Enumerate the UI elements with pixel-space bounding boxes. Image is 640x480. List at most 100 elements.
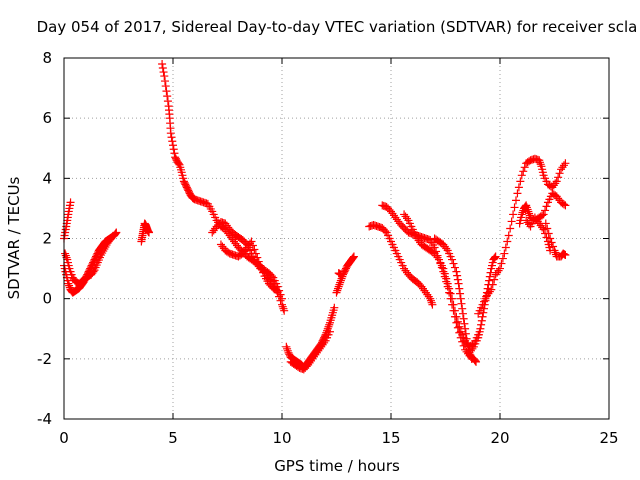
data-point [555,169,564,178]
series-arc-g [216,237,282,296]
data-point [551,248,560,257]
series-arc-f [208,217,286,303]
data-point [501,243,510,252]
data-point [334,269,343,278]
data-point [485,287,494,296]
data-point [304,360,313,369]
data-point [539,225,548,234]
data-point [554,173,563,182]
data-point [387,207,395,216]
data-point [247,237,256,246]
data-point [349,253,358,262]
data-point [325,320,334,329]
data-point [536,221,545,230]
data-point [538,211,547,220]
data-point [530,213,539,222]
data-point [106,234,115,243]
data-point [439,264,448,273]
data-point [101,243,110,252]
data-point [478,312,487,321]
data-point [541,229,550,238]
data-point [510,203,519,212]
data-point [472,357,481,366]
data-point [520,163,529,172]
data-point [401,266,410,275]
data-point [535,219,544,228]
data-point [400,264,409,273]
data-point [324,322,333,331]
data-point [333,286,342,295]
grid-lines [64,58,609,419]
data-point [522,203,531,212]
data-point [446,289,455,298]
y-tick-label: 4 [42,169,52,187]
data-point [523,218,532,227]
data-point [536,160,545,169]
series-arc-a [60,198,75,243]
data-point [487,285,496,294]
data-point [554,194,563,203]
data-point [542,233,551,242]
data-point [504,231,513,240]
data-point [494,266,503,275]
series-arc-o [515,189,570,228]
data-point [253,253,262,262]
data-point [524,207,533,216]
data-point [216,240,225,249]
data-point [317,342,326,351]
data-point [158,64,167,73]
data-point [267,272,276,281]
data-point [549,242,558,251]
data-point [427,298,436,307]
data-point [240,247,249,256]
data-point [241,245,250,254]
data-point [507,217,516,226]
data-point [307,356,316,365]
data-point [170,149,179,158]
data-point [381,226,390,235]
data-point [311,350,320,359]
data-point [161,77,170,86]
data-point [221,219,230,228]
data-point [320,338,329,347]
data-point [450,306,459,315]
data-points [60,60,570,374]
data-point [238,249,247,258]
data-point [418,284,427,293]
data-point [538,223,547,232]
x-tick-label: 0 [59,429,69,447]
data-point [248,241,257,250]
data-point [308,354,317,363]
data-point [162,87,171,96]
y-tick-label: -2 [37,350,52,368]
data-point [516,177,525,186]
data-point [485,276,494,285]
data-point [243,243,252,252]
data-point [389,211,398,220]
data-point [535,156,544,165]
data-point [228,235,237,244]
data-point [522,201,531,210]
data-point [557,165,566,174]
data-point [541,206,550,215]
data-point [517,171,526,180]
data-point [66,198,75,207]
data-point [400,210,409,219]
data-point [549,181,558,190]
data-point [458,309,467,318]
data-point [525,209,534,218]
data-point [477,320,486,329]
data-point [522,216,531,225]
data-point [457,299,466,308]
data-point [280,306,289,315]
data-point [503,237,512,246]
data-point [312,348,321,357]
data-point [349,252,358,261]
data-point [453,271,462,280]
data-point [462,334,471,343]
data-point [509,210,518,219]
data-point [166,129,175,138]
data-point [440,269,449,278]
data-point [309,352,318,361]
data-point [279,304,288,313]
